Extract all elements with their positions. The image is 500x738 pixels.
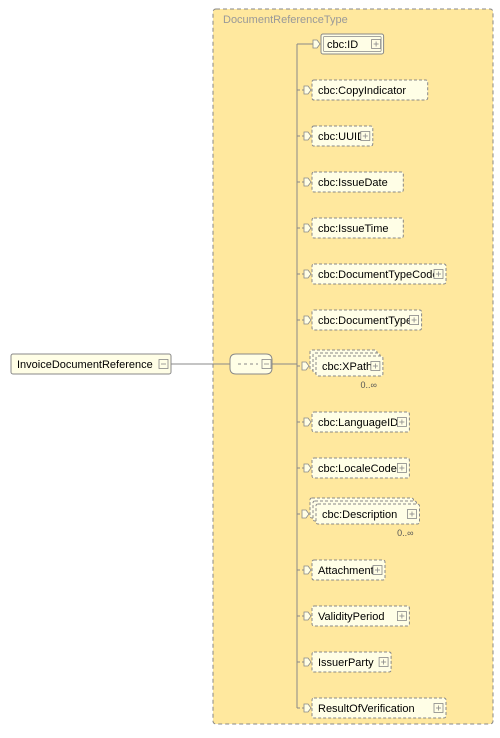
node-label: Attachment — [318, 565, 374, 577]
cardinality-label: 0..∞ — [397, 528, 413, 538]
node-label: cbc:CopyIndicator — [318, 85, 406, 97]
node-label: ValidityPeriod — [318, 611, 384, 623]
node-label: cbc:DocumentType — [318, 315, 412, 327]
group-label: DocumentReferenceType — [223, 14, 348, 26]
node-label: cbc:LanguageID — [318, 417, 398, 429]
node-label: cbc:UUID — [318, 131, 365, 143]
node-label: IssuerParty — [318, 657, 374, 669]
node-label: cbc:ID — [327, 39, 358, 51]
schema-diagram: DocumentReferenceType InvoiceDocumentRefe… — [0, 0, 500, 738]
node-label: cbc:XPath — [322, 361, 372, 373]
node-label: cbc:IssueTime — [318, 223, 389, 235]
node-label: cbc:DocumentTypeCode — [318, 269, 438, 281]
node-label: cbc:LocaleCode — [318, 463, 397, 475]
node-label: InvoiceDocumentReference — [17, 359, 153, 371]
node-label: cbc:Description — [322, 509, 397, 521]
node-label: ResultOfVerification — [318, 703, 415, 715]
cardinality-label: 0..∞ — [360, 380, 376, 390]
node-label: cbc:IssueDate — [318, 177, 388, 189]
